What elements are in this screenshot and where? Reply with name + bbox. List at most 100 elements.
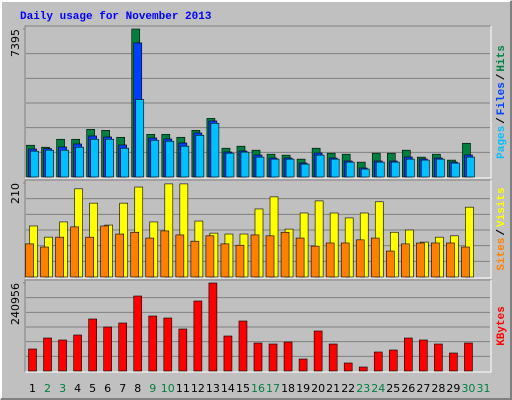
bar (419, 339, 428, 372)
legend-separator: / (496, 117, 508, 124)
bar (100, 225, 109, 278)
bar (55, 236, 64, 278)
bar (238, 320, 248, 372)
legend: Pages / Files / Hits (496, 45, 508, 159)
x-tick-label: 31 (476, 382, 490, 395)
x-tick-label: 2 (44, 382, 51, 395)
x-tick-label: 26 (401, 382, 415, 395)
bar (295, 237, 305, 278)
y-tick-label: 210 (9, 183, 22, 204)
x-tick-label: 8 (134, 382, 141, 395)
x-tick-label: 22 (341, 382, 355, 395)
bar (373, 351, 383, 372)
bar (45, 149, 54, 178)
bar (73, 334, 82, 372)
x-tick-label: 12 (191, 382, 205, 395)
panel-bevel-light (25, 26, 492, 179)
bar (103, 326, 112, 372)
x-tick-label: 6 (104, 382, 111, 395)
bar (310, 245, 320, 278)
bar (388, 349, 398, 372)
x-tick-label: 28 (431, 382, 445, 395)
x-tick-label: 14 (221, 382, 235, 395)
legend-entry: Visits (496, 187, 508, 227)
bar (223, 335, 233, 372)
x-tick-label: 15 (236, 382, 250, 395)
bar (253, 342, 263, 372)
bar (358, 366, 368, 372)
x-tick-label: 25 (386, 382, 400, 395)
bar (401, 243, 410, 278)
x-tick-label: 19 (296, 382, 310, 395)
legend-entry: KBytes (496, 306, 508, 346)
x-tick-label: 10 (161, 382, 175, 395)
bar (434, 343, 443, 372)
bar (195, 134, 205, 178)
bar (225, 152, 235, 178)
bar (205, 235, 215, 278)
bar (464, 342, 473, 372)
bar (85, 236, 94, 278)
bar (235, 244, 245, 278)
x-tick-label: 17 (266, 382, 280, 395)
bar (240, 151, 250, 178)
panel-bevel-light (25, 180, 492, 279)
bar (255, 156, 265, 178)
x-tick-label: 4 (74, 382, 81, 395)
panel-bevel-dark (24, 25, 491, 178)
x-tick-label: 13 (206, 382, 220, 395)
x-tick-label: 30 (461, 382, 475, 395)
legend-entry: Hits (496, 45, 508, 71)
bar (250, 234, 260, 278)
panel-bevel-light (25, 280, 492, 373)
bar (58, 339, 67, 372)
legend: KBytes (496, 306, 508, 346)
bar (298, 358, 308, 372)
bar (165, 140, 175, 178)
bar (416, 242, 425, 278)
x-tick-label: 29 (446, 382, 460, 395)
bar (220, 243, 230, 278)
bar (180, 145, 190, 178)
bar (390, 161, 400, 178)
bar (355, 239, 365, 278)
bar (25, 243, 34, 278)
bar (315, 154, 325, 178)
bar (210, 123, 220, 178)
bar (300, 163, 310, 178)
bar (145, 237, 155, 278)
bar (178, 328, 188, 372)
bar (208, 282, 218, 372)
bar (406, 158, 415, 178)
bar (436, 158, 445, 178)
panel-bevel-dark (24, 179, 491, 278)
chart-title: Daily usage for November 2013 (20, 11, 212, 23)
bar (118, 322, 128, 372)
y-tick-label: 7395 (9, 29, 22, 57)
bar (175, 234, 185, 278)
x-tick-label: 11 (176, 382, 190, 395)
x-tick-label: 5 (89, 382, 96, 395)
bar (270, 158, 280, 178)
bar (148, 315, 158, 372)
bar (268, 343, 278, 372)
bar (451, 162, 460, 178)
x-tick-label: 18 (281, 382, 295, 395)
bar (449, 352, 458, 372)
bar (75, 146, 84, 178)
bar (265, 235, 275, 278)
bar (285, 158, 295, 178)
bar (60, 149, 69, 178)
x-tick-label: 21 (326, 382, 340, 395)
legend: Sites / Visits (496, 187, 508, 270)
bar (105, 138, 114, 178)
bar (461, 246, 470, 278)
bar (40, 246, 49, 278)
bar (133, 295, 143, 372)
legend-entry: Sites (496, 238, 508, 271)
bar (28, 348, 37, 372)
bar (360, 168, 370, 178)
